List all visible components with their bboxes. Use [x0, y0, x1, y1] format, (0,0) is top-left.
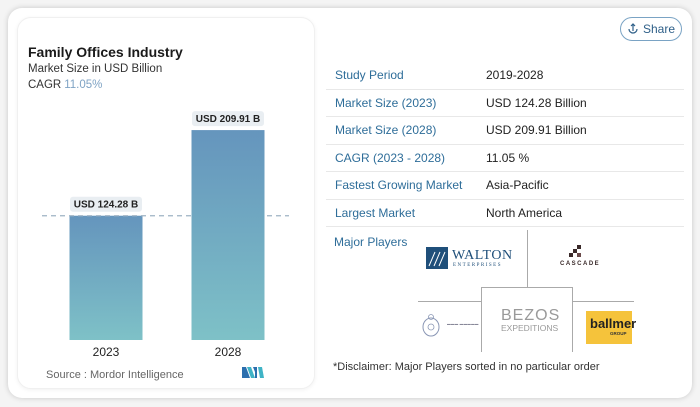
logo-grid-divider [418, 301, 481, 302]
data-label-2023: USD 124.28 B [74, 200, 138, 211]
info-value: North America [477, 199, 684, 227]
walton-name: WALTON [452, 248, 513, 263]
chart-card [17, 17, 315, 389]
info-value: USD 209.91 Billion [477, 116, 684, 145]
info-value: 11.05 % [477, 144, 684, 172]
info-key: Market Size (2023) [326, 89, 477, 117]
walton-mark-icon [426, 247, 448, 269]
ballmer-name: ballmer [590, 316, 637, 331]
bar-chart: USD 124.28 B 2023 USD 209.91 B 2028 [42, 111, 289, 359]
crest-logo-icon [422, 314, 440, 337]
info-row: Largest Market North America [326, 199, 684, 227]
mordor-intelligence-logo [242, 367, 264, 378]
bezos-sub: EXPEDITIONS [501, 323, 559, 333]
info-row: Fastest Growing Market Asia-Pacific [326, 171, 684, 200]
chart-title: Family Offices Industry [28, 44, 183, 60]
cagr-label: CAGR [28, 79, 62, 91]
chart-cagr: CAGR 11.05% [28, 79, 102, 91]
data-label-bg [192, 111, 264, 127]
info-key: Study Period [326, 62, 477, 90]
data-label-2028: USD 209.91 B [196, 114, 260, 125]
major-players-label: Major Players [334, 235, 408, 249]
share-button[interactable]: Share [620, 17, 682, 41]
info-row: Market Size (2023) USD 124.28 Billion [326, 89, 684, 117]
x-tick-label: 2023 [93, 345, 120, 359]
ballmer-sub: GROUP [610, 331, 627, 336]
info-value: Asia-Pacific [477, 171, 684, 200]
info-value: 2019-2028 [477, 62, 684, 90]
x-tick-label: 2028 [215, 345, 242, 359]
info-key: Largest Market [326, 199, 477, 227]
share-icon [628, 23, 638, 34]
ballmer-group-logo [586, 311, 632, 344]
info-row: Study Period 2019-2028 [326, 62, 684, 90]
data-label-bg [70, 196, 142, 212]
bar-2023 [69, 215, 143, 340]
crest-logo-text: ▬▬▬ ▬▬▬▬▬ [447, 322, 479, 326]
walton-sub: ENTERPRISES [453, 263, 503, 268]
market-info-table: Study Period 2019-2028 Market Size (2023) U… [326, 62, 684, 227]
info-key: Market Size (2028) [326, 116, 477, 145]
cascade-name: CASCADE [560, 261, 601, 267]
info-row: Market Size (2028) USD 209.91 Billion [326, 116, 684, 145]
chart-subtitle: Market Size in USD Billion [28, 63, 163, 75]
bezos-name: BEZOS [501, 307, 561, 324]
info-key: CAGR (2023 - 2028) [326, 144, 477, 172]
source-text: Source : Mordor Intelligence [46, 369, 184, 381]
cagr-value: 11.05% [64, 79, 103, 91]
bar-2028 [191, 130, 265, 340]
logo-grid-divider [527, 230, 528, 287]
cascade-mark-icon [569, 245, 581, 257]
logo-grid-divider [571, 301, 634, 302]
bezos-expeditions-logo-box [481, 287, 573, 352]
info-key: Fastest Growing Market [326, 171, 477, 200]
share-label: Share [642, 22, 676, 36]
disclaimer-text: *Disclaimer: Major Players sorted in no … [333, 361, 600, 373]
info-row: CAGR (2023 - 2028) 11.05 % [326, 144, 684, 172]
info-value: USD 124.28 Billion [477, 89, 684, 117]
